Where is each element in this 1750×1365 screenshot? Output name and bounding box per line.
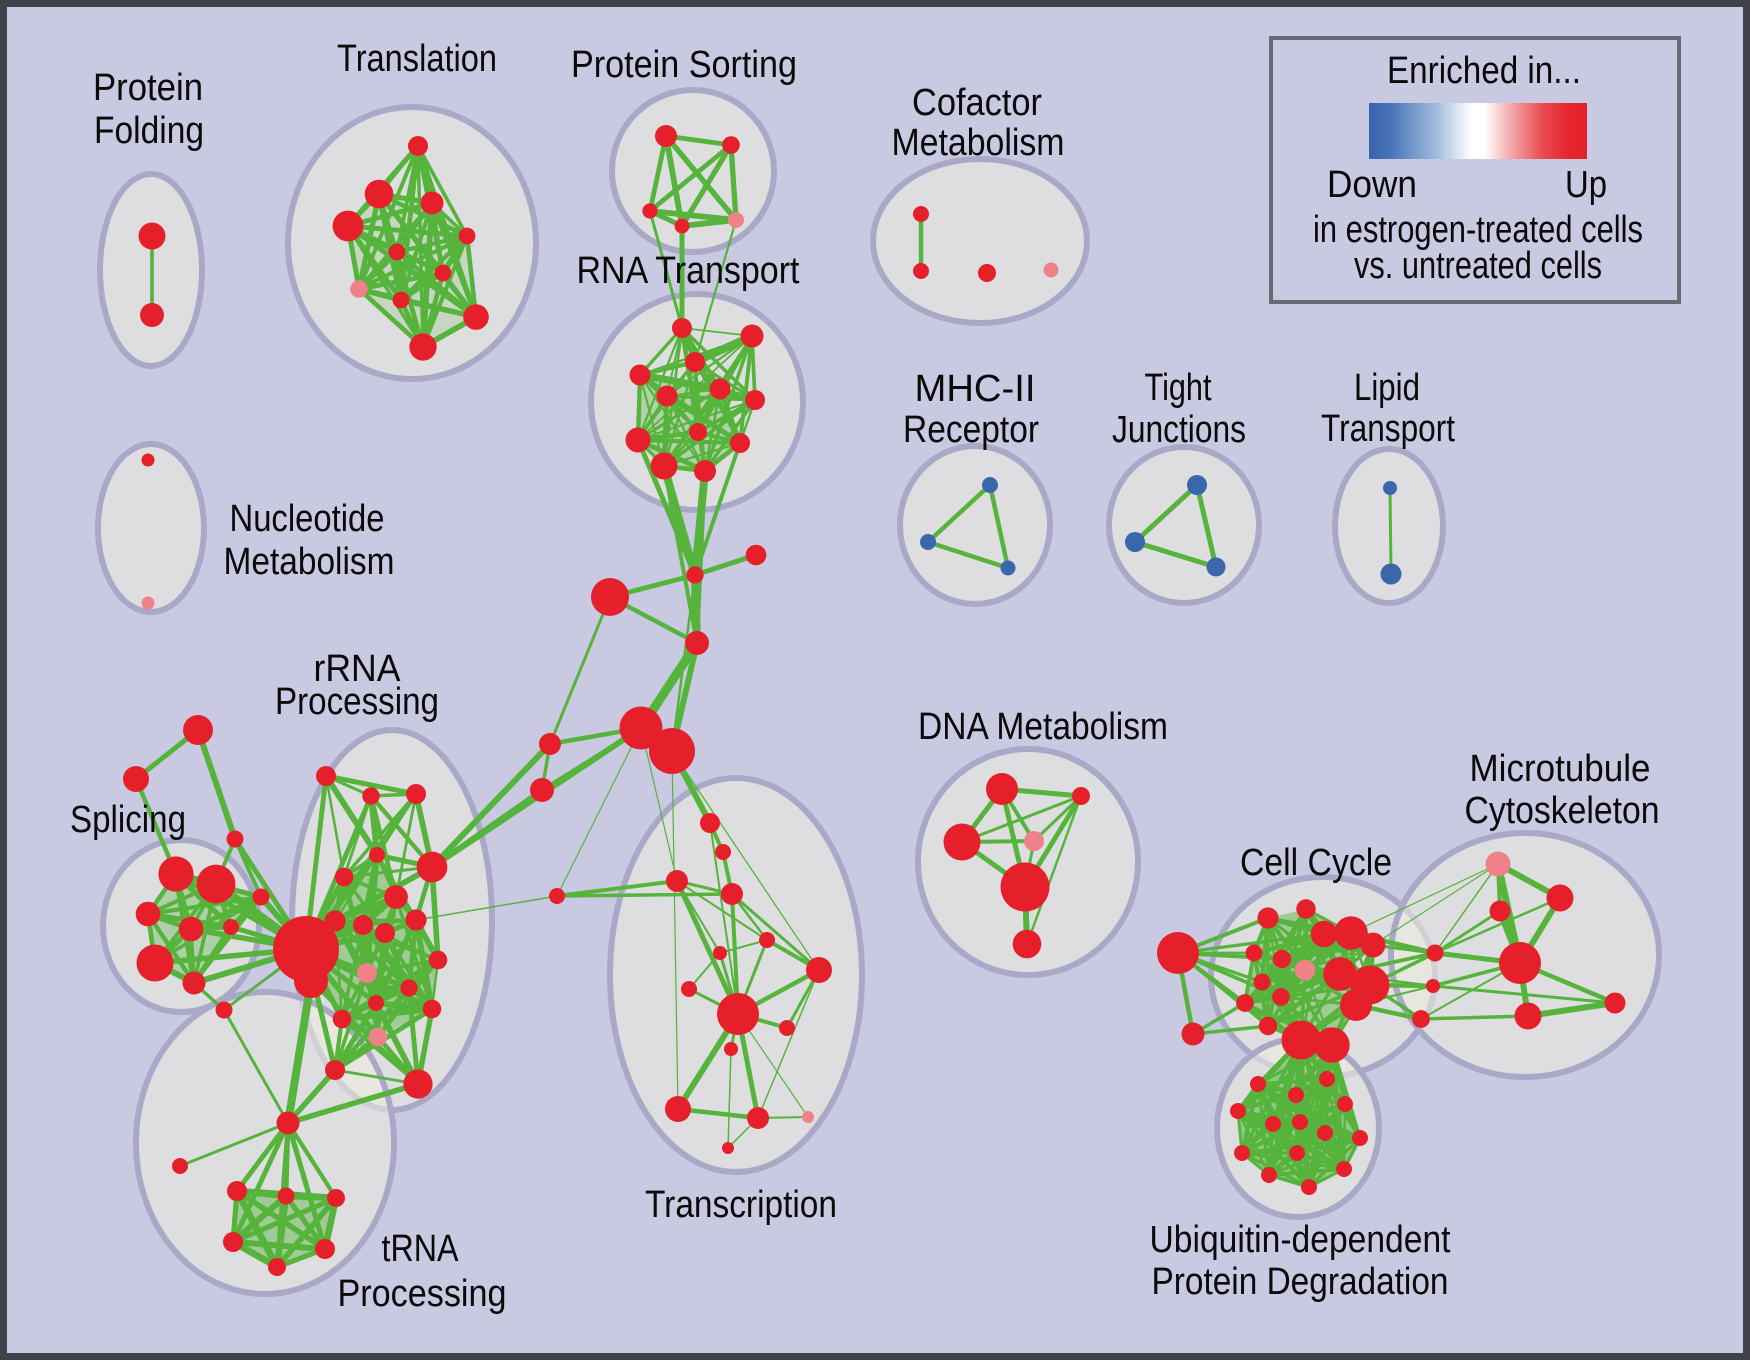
svg-text:Processing: Processing — [275, 681, 439, 723]
svg-text:Metabolism: Metabolism — [892, 122, 1065, 164]
svg-text:DNA Metabolism: DNA Metabolism — [918, 706, 1168, 748]
svg-text:tRNA: tRNA — [382, 1228, 460, 1270]
svg-text:RNA Transport: RNA Transport — [577, 250, 800, 292]
svg-text:vs. untreated cells: vs. untreated cells — [1354, 245, 1602, 287]
svg-text:Ubiquitin-dependent: Ubiquitin-dependent — [1150, 1219, 1451, 1261]
svg-text:Junctions: Junctions — [1112, 409, 1246, 451]
svg-text:Folding: Folding — [94, 110, 204, 152]
svg-text:Transport: Transport — [1321, 408, 1455, 450]
svg-text:Enriched in...: Enriched in... — [1387, 50, 1581, 92]
svg-text:Cell Cycle: Cell Cycle — [1240, 842, 1392, 884]
svg-text:Splicing: Splicing — [70, 799, 186, 841]
svg-text:Nucleotide: Nucleotide — [230, 498, 385, 540]
svg-text:Protein Sorting: Protein Sorting — [571, 44, 797, 86]
svg-text:Receptor: Receptor — [903, 409, 1039, 451]
svg-text:in estrogen-treated cells: in estrogen-treated cells — [1313, 209, 1643, 251]
svg-text:Transcription: Transcription — [645, 1184, 837, 1226]
svg-text:Cytoskeleton: Cytoskeleton — [1465, 790, 1660, 832]
svg-text:Protein: Protein — [93, 67, 203, 109]
svg-text:Down: Down — [1327, 164, 1417, 206]
svg-text:Lipid: Lipid — [1354, 367, 1420, 409]
svg-text:Cofactor: Cofactor — [912, 82, 1042, 124]
svg-text:Metabolism: Metabolism — [224, 541, 395, 583]
svg-text:Processing: Processing — [338, 1273, 507, 1315]
svg-text:Translation: Translation — [337, 38, 497, 80]
svg-text:Up: Up — [1565, 164, 1607, 206]
svg-text:rRNA: rRNA — [314, 648, 402, 690]
svg-text:MHC-II: MHC-II — [915, 368, 1036, 410]
svg-text:Microtubule: Microtubule — [1470, 748, 1651, 790]
svg-text:Tight: Tight — [1145, 367, 1212, 409]
svg-text:Protein Degradation: Protein Degradation — [1152, 1261, 1449, 1303]
